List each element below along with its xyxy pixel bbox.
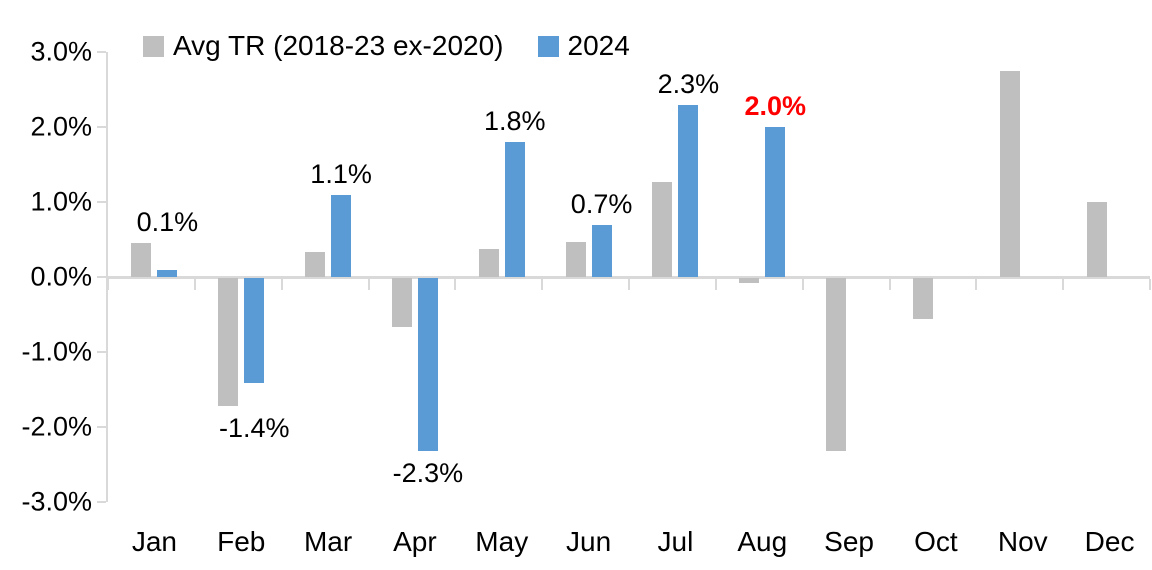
data-label-apr: -2.3% [392, 457, 464, 488]
x-category-label: Nov [997, 526, 1048, 557]
data-label-mar: 1.1% [310, 158, 372, 189]
x-axis-line [106, 276, 1150, 279]
bar-avg-tr-oct [912, 278, 933, 320]
bar-avg-tr-feb [218, 278, 239, 406]
data-label-may: 1.8% [483, 106, 546, 136]
bar-avg-tr-nov [999, 70, 1020, 277]
bar-avg-tr-sep [826, 278, 847, 451]
x-axis-tick [454, 279, 457, 290]
x-axis-tick [714, 279, 717, 290]
x-axis-tick [367, 279, 370, 290]
bar-2024-jul [678, 104, 699, 277]
data-label-feb: -1.4% [218, 412, 290, 443]
bar-avg-tr-dec [1086, 202, 1107, 277]
bar-2024-feb [244, 278, 265, 383]
y-axis-tick [97, 351, 106, 353]
bar-avg-tr-jul [652, 181, 673, 277]
bar-avg-tr-apr [391, 278, 412, 327]
y-tick-label: 1.0% [30, 186, 92, 217]
bar-2024-jan [157, 269, 178, 277]
x-axis-tick [107, 279, 109, 290]
x-axis-tick [801, 279, 804, 290]
y-axis-tick [97, 426, 106, 428]
data-label-jul: 2.3% [657, 68, 720, 99]
bar-2024-aug [765, 127, 786, 277]
x-axis-tick [1149, 279, 1151, 290]
y-tick-label: -2.0% [21, 411, 92, 442]
x-axis-tick [975, 279, 978, 290]
x-category-label: Mar [303, 526, 353, 557]
bar-avg-tr-jun [565, 241, 586, 277]
y-axis-tick [97, 501, 106, 503]
x-category-label: Aug [737, 526, 788, 557]
bar-avg-tr-may [478, 248, 499, 277]
y-axis-tick [97, 126, 106, 128]
x-category-label: Sep [824, 526, 874, 557]
legend-swatch-2024-icon [537, 35, 559, 57]
x-category-label: May [475, 526, 529, 557]
bar-2024-jun [591, 224, 612, 277]
y-tick-label: 3.0% [30, 36, 92, 67]
bar-2024-mar [331, 194, 352, 277]
x-category-label: Feb [217, 526, 266, 557]
legend-item-avg-tr: Avg TR (2018-23 ex-2020) [143, 30, 504, 62]
data-label-jan: 0.1% [136, 207, 199, 238]
bar-avg-tr-jan [131, 243, 152, 277]
y-tick-label: 0.0% [30, 261, 92, 292]
bar-avg-tr-mar [305, 252, 326, 277]
x-axis-tick [1062, 279, 1065, 290]
y-axis-tick [97, 276, 106, 278]
x-axis-tick [193, 279, 196, 290]
y-tick-label: -3.0% [21, 486, 92, 517]
data-label-aug: 2.0% [744, 91, 807, 121]
x-axis-tick [541, 279, 544, 290]
x-category-label: Oct [914, 526, 958, 557]
x-axis-tick [628, 279, 630, 290]
y-axis-tick [97, 201, 106, 203]
legend-label-avg-tr: Avg TR (2018-23 ex-2020) [173, 30, 504, 61]
y-tick-label: 2.0% [30, 111, 92, 142]
x-axis-tick [888, 279, 891, 290]
bar-avg-tr-aug [739, 278, 760, 284]
x-category-label: Jun [566, 526, 612, 557]
legend: Avg TR (2018-23 ex-2020) 2024 [143, 30, 630, 62]
legend-swatch-avg-tr-icon [143, 35, 164, 57]
x-category-label: Jan [131, 526, 177, 557]
bar-2024-apr [417, 278, 438, 451]
x-category-label: Jul [657, 526, 694, 557]
y-tick-label: -1.0% [21, 336, 92, 367]
x-category-label: Dec [1084, 526, 1135, 557]
legend-item-2024: 2024 [537, 30, 630, 62]
data-label-jun: 0.7% [570, 188, 633, 219]
y-axis-tick [97, 51, 106, 53]
legend-label-2024: 2024 [567, 30, 630, 61]
bar-2024-may [504, 142, 525, 277]
x-category-label: Apr [393, 526, 437, 557]
x-axis-tick [280, 279, 283, 290]
